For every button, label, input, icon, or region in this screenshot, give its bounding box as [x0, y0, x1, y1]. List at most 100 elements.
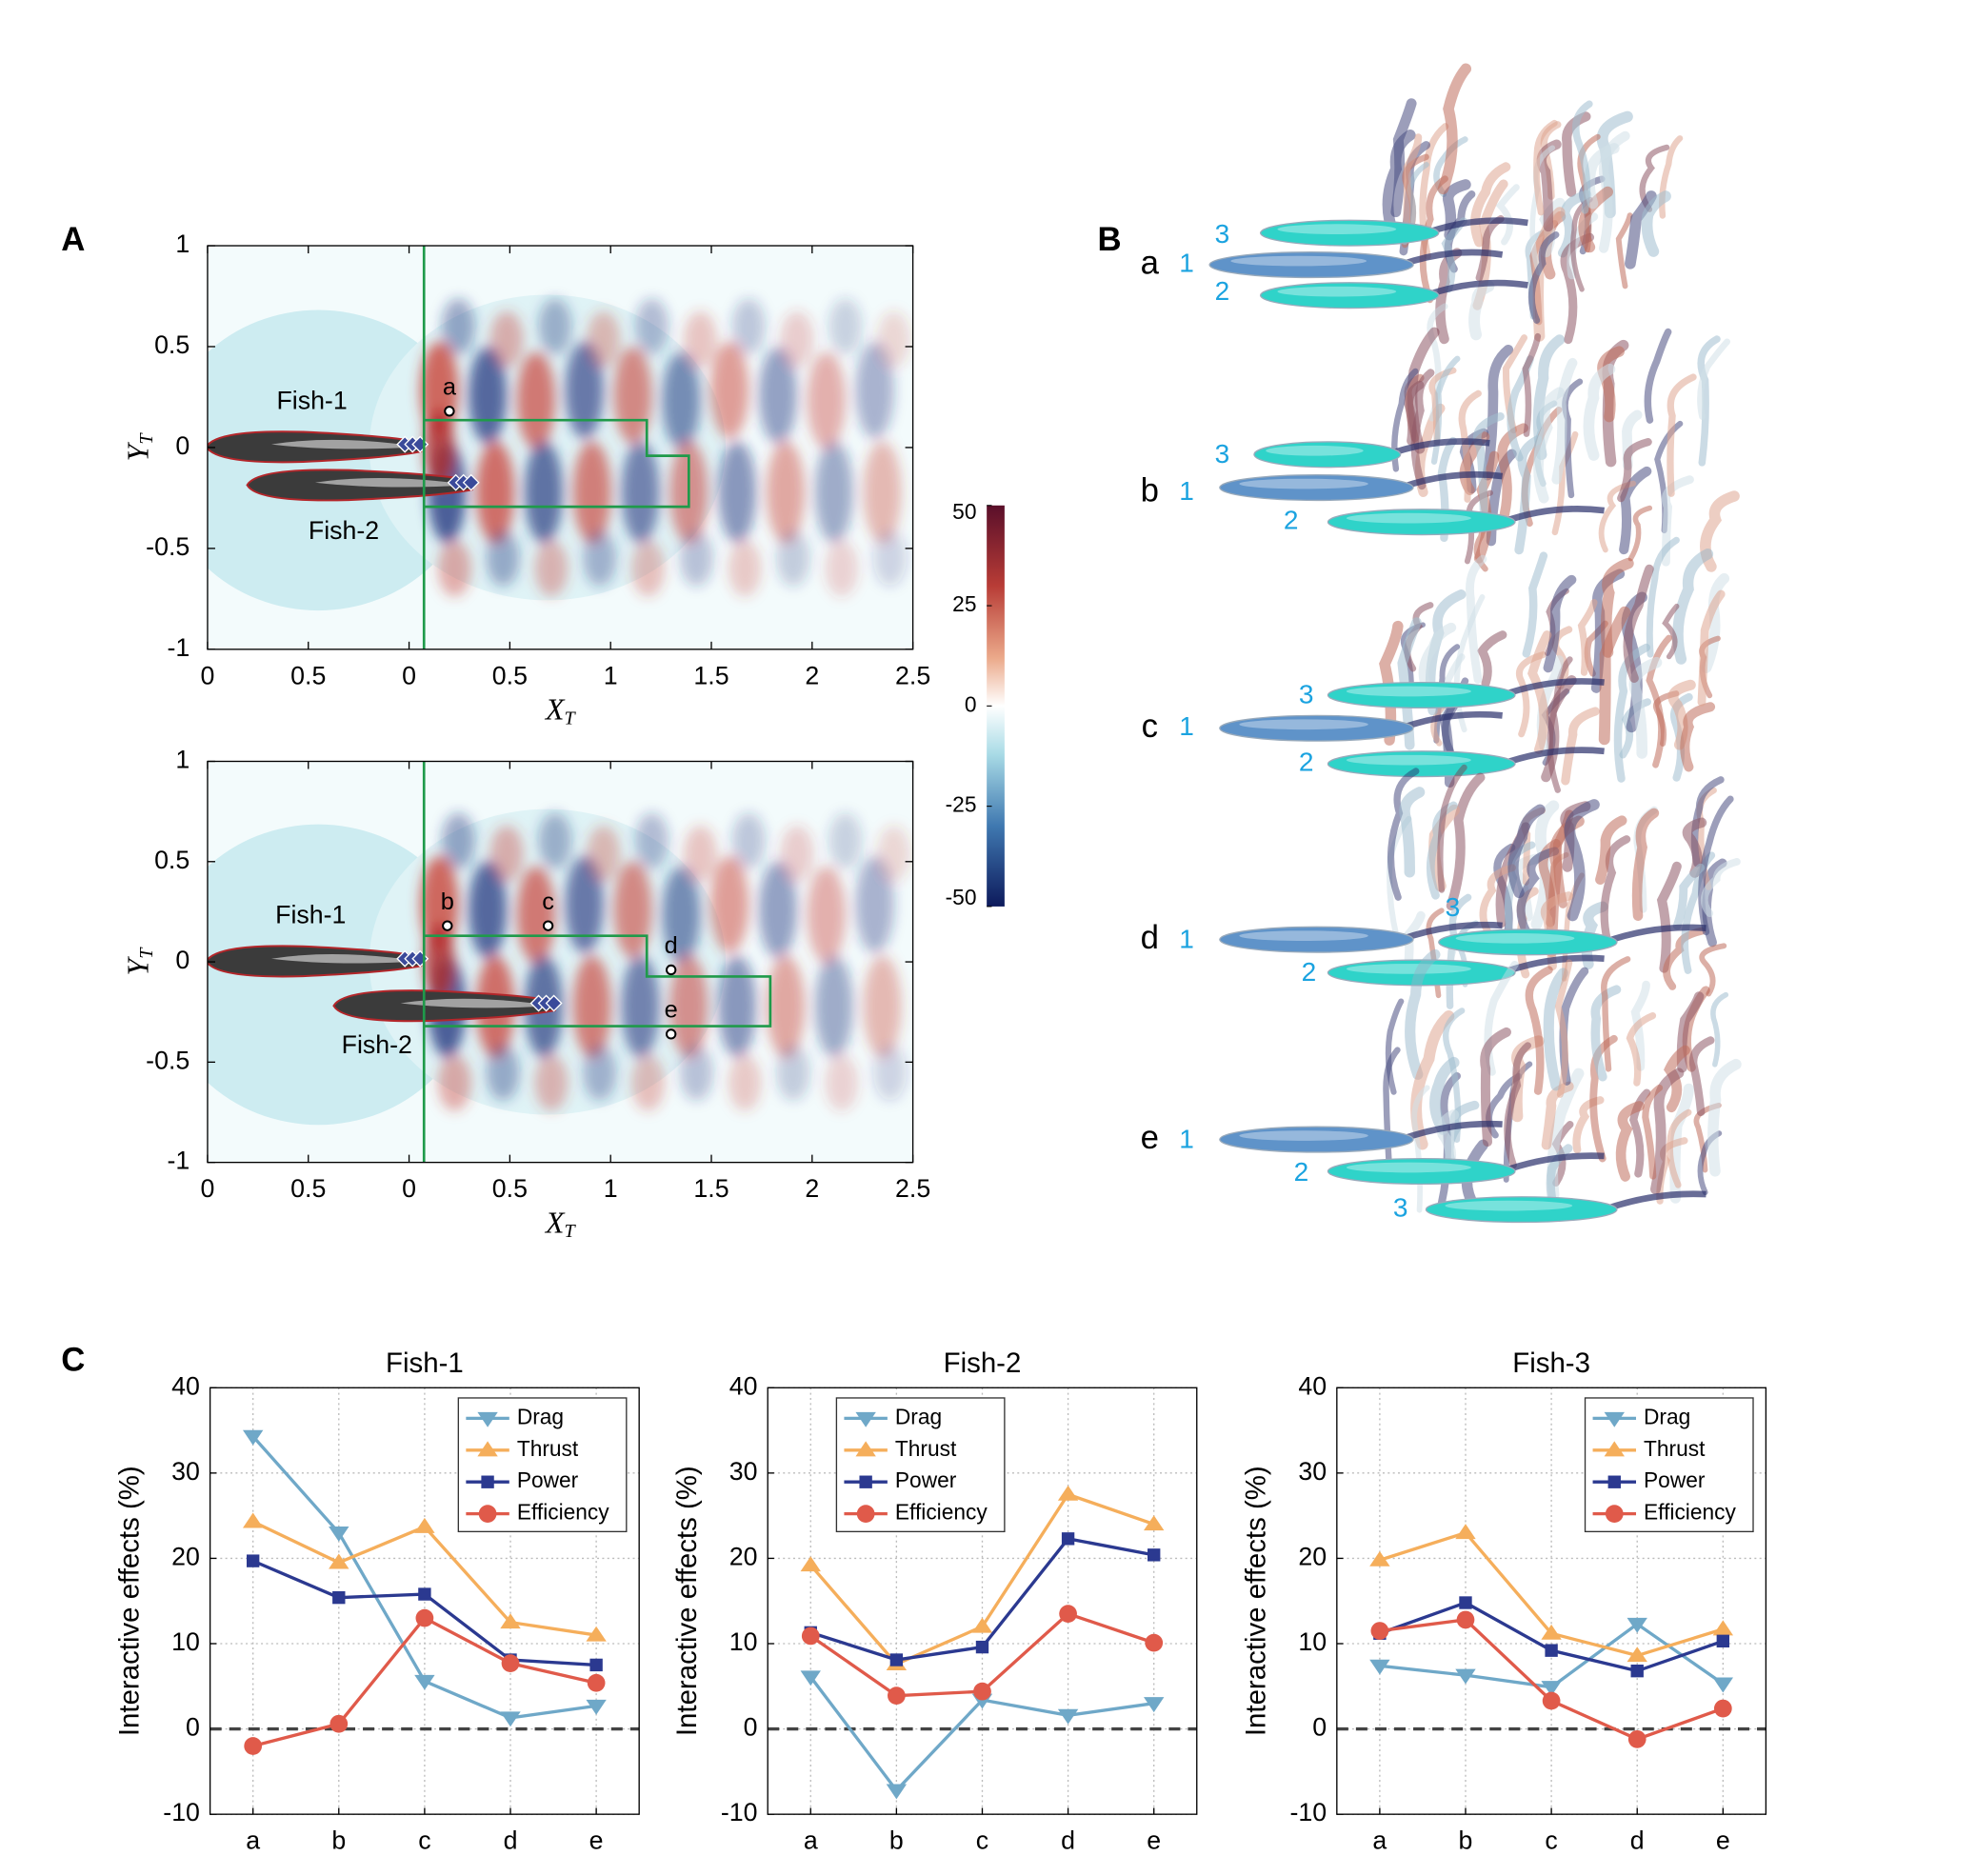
- vortex-tube: [1571, 100, 1593, 214]
- marker: [329, 1553, 349, 1569]
- fish-number: 2: [1294, 1157, 1309, 1187]
- vortex-tube: [1532, 207, 1566, 342]
- fish-tail-wake: [1399, 249, 1504, 269]
- vortex-tube: [1656, 861, 1682, 973]
- x-tick-label: 0.5: [492, 661, 528, 689]
- x-axis-label-sub: T: [565, 708, 577, 728]
- marker: [859, 1475, 872, 1488]
- y-tick-label: 40: [1298, 1371, 1327, 1400]
- vortex: [855, 341, 894, 439]
- y-tick-label: 1: [175, 230, 190, 258]
- vortex-tube: [1514, 435, 1543, 555]
- legend-label: Thrust: [517, 1436, 579, 1461]
- vortex-tube: [1659, 135, 1684, 219]
- vortex-tube: [1458, 389, 1482, 503]
- marker: [414, 1517, 435, 1533]
- marker: [477, 1441, 498, 1457]
- vortex-tube: [1690, 776, 1725, 868]
- vortex-tube: [1522, 332, 1542, 437]
- chart-title: Fish-1: [386, 1347, 464, 1379]
- marker: [1459, 1596, 1472, 1609]
- vortex-tube: [1515, 651, 1547, 738]
- legend-label: Drag: [895, 1404, 942, 1428]
- vortex-tube: [1570, 196, 1593, 292]
- marker: [500, 1613, 521, 1629]
- y-tick-label: 40: [171, 1371, 200, 1400]
- vortex-tube: [1533, 400, 1558, 488]
- fish-3d-highlight: [1230, 255, 1367, 267]
- vortex: [516, 351, 555, 449]
- vortex-tube: [1545, 588, 1569, 656]
- colorbar-tick-label: 0: [965, 691, 977, 716]
- y-tick-label: 10: [729, 1627, 758, 1656]
- marker: [856, 1505, 875, 1523]
- vortex-tube: [1521, 406, 1563, 528]
- vortex: [662, 866, 701, 964]
- vortex-tube: [1644, 328, 1672, 424]
- vortex-tube: [1505, 841, 1536, 948]
- x-tick-label: a: [246, 1826, 260, 1855]
- fish-tail-wake: [1399, 921, 1503, 943]
- x-tick-label: d: [1061, 1826, 1075, 1855]
- vortex-tube: [1581, 901, 1608, 969]
- vortex: [683, 826, 717, 882]
- y-tick-label: 20: [729, 1542, 758, 1570]
- vortex: [489, 310, 524, 368]
- fish-label: Fish-2: [342, 1030, 412, 1059]
- probe-point: [444, 406, 455, 417]
- marker: [801, 1627, 820, 1646]
- fish-highlight: [270, 439, 421, 449]
- vortex: [635, 298, 669, 355]
- vortex-tube: [1641, 190, 1671, 257]
- vortex: [758, 347, 797, 444]
- marker: [1455, 1524, 1476, 1540]
- legend-label: Thrust: [895, 1436, 957, 1461]
- vortex: [877, 310, 910, 368]
- vortex-tube: [1617, 438, 1652, 503]
- probe-label: c: [542, 888, 554, 915]
- marker: [1542, 1691, 1561, 1710]
- x-tick-label: 2.5: [895, 1174, 930, 1203]
- marker: [1370, 1622, 1389, 1640]
- y-tick-label: 1: [175, 746, 190, 774]
- vortex-tube: [1688, 1036, 1715, 1117]
- vortex-tube: [1562, 111, 1591, 197]
- probe-label: d: [665, 932, 678, 959]
- marker: [1716, 1634, 1730, 1648]
- panel-label: C: [61, 1343, 85, 1379]
- vortex-tube: [1631, 808, 1660, 922]
- vortex-tube: [1533, 119, 1558, 216]
- vortex-tube: [1577, 598, 1598, 676]
- vortex-tube: [1547, 1068, 1585, 1201]
- x-tick-label: a: [1372, 1826, 1387, 1855]
- fish-tail-wake: [1501, 954, 1605, 976]
- fish-number: 3: [1393, 1193, 1408, 1223]
- vortex: [873, 529, 907, 587]
- vortex-tube: [1437, 764, 1467, 893]
- fish-number: 2: [1302, 957, 1317, 987]
- vortex-tube: [1710, 991, 1729, 1068]
- vortex-tube: [1613, 643, 1650, 783]
- vortex-tube: [1418, 622, 1457, 691]
- vortex: [718, 955, 757, 1058]
- marker: [1456, 1610, 1475, 1629]
- marker: [1545, 1644, 1558, 1657]
- vortex: [572, 955, 611, 1058]
- legend-label: Power: [1644, 1467, 1706, 1492]
- vortex-tube: [1557, 190, 1592, 258]
- fish-tail-wake: [1399, 710, 1503, 731]
- marker: [1627, 1646, 1647, 1663]
- fish-3d-highlight: [1277, 224, 1397, 234]
- vortex: [538, 812, 572, 869]
- y-tick-label: -1: [167, 1147, 190, 1175]
- vortex: [635, 812, 669, 869]
- vortex-tube: [1443, 1008, 1466, 1144]
- marker: [418, 1587, 431, 1601]
- fish-tail-wake: [1501, 678, 1605, 699]
- marker: [586, 1626, 607, 1642]
- vortex-tube: [1536, 655, 1564, 757]
- vortex-tube: [1590, 569, 1626, 693]
- fish-3d: [1253, 441, 1402, 469]
- vortex-tube: [1495, 822, 1530, 928]
- vortex: [828, 812, 863, 869]
